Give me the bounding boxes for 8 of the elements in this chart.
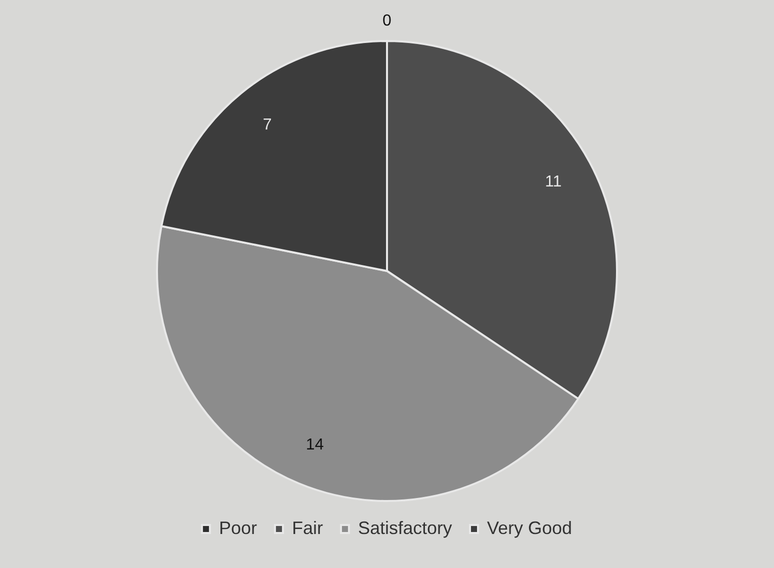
text: 0 <box>382 12 392 30</box>
legend-label: Very Good <box>487 518 572 538</box>
data-label: 11 <box>545 174 562 190</box>
legend-label: Poor <box>218 518 257 538</box>
legend-label: Satisfactory <box>358 518 452 538</box>
data-label: 14 <box>306 436 324 454</box>
legend-label: Fair <box>292 518 323 538</box>
data-label: 7 <box>262 116 272 134</box>
